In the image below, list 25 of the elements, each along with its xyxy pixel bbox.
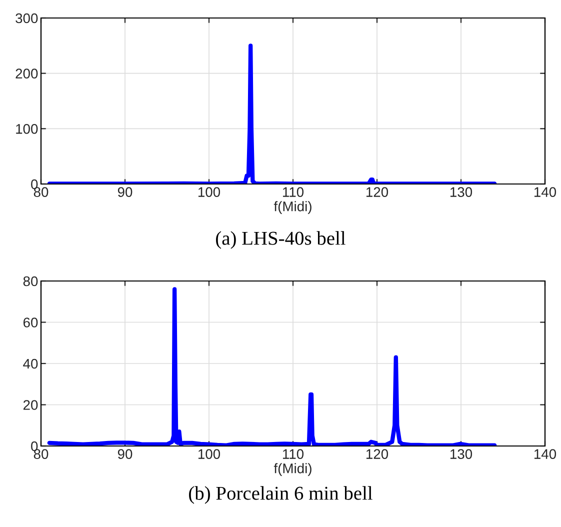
y-tick-label: 80 (23, 276, 38, 286)
x-axis-title: f(Midi) (274, 201, 312, 214)
x-tick-label: 120 (366, 449, 388, 459)
x-axis-title: f(Midi) (274, 463, 312, 476)
y-tick-label: 100 (16, 124, 38, 134)
x-tick-label: 90 (118, 449, 132, 459)
x-tick-label: 110 (282, 187, 304, 197)
x-tick-label: 110 (282, 449, 304, 459)
y-tick-label: 20 (23, 400, 38, 410)
y-tick-label: 200 (16, 68, 38, 79)
line-series (47, 44, 497, 184)
x-tick-label: 140 (534, 449, 556, 459)
x-tick-label: 90 (118, 187, 132, 197)
y-tick-label: 40 (23, 358, 38, 369)
x-tick-label: 130 (450, 449, 472, 459)
y-tick-label: 60 (23, 318, 38, 328)
x-tick-label: 100 (198, 187, 220, 197)
y-tick-label: 300 (16, 13, 38, 24)
line-series (47, 287, 497, 446)
x-tick-label: 100 (198, 449, 220, 459)
x-tick-label: 120 (366, 187, 388, 197)
text: (b) Porcelain 6 min bell (189, 486, 372, 504)
x-tick-label: 130 (450, 187, 472, 197)
text: (a) LHS-40s bell (216, 231, 346, 249)
x-tick-label: 140 (534, 187, 556, 197)
